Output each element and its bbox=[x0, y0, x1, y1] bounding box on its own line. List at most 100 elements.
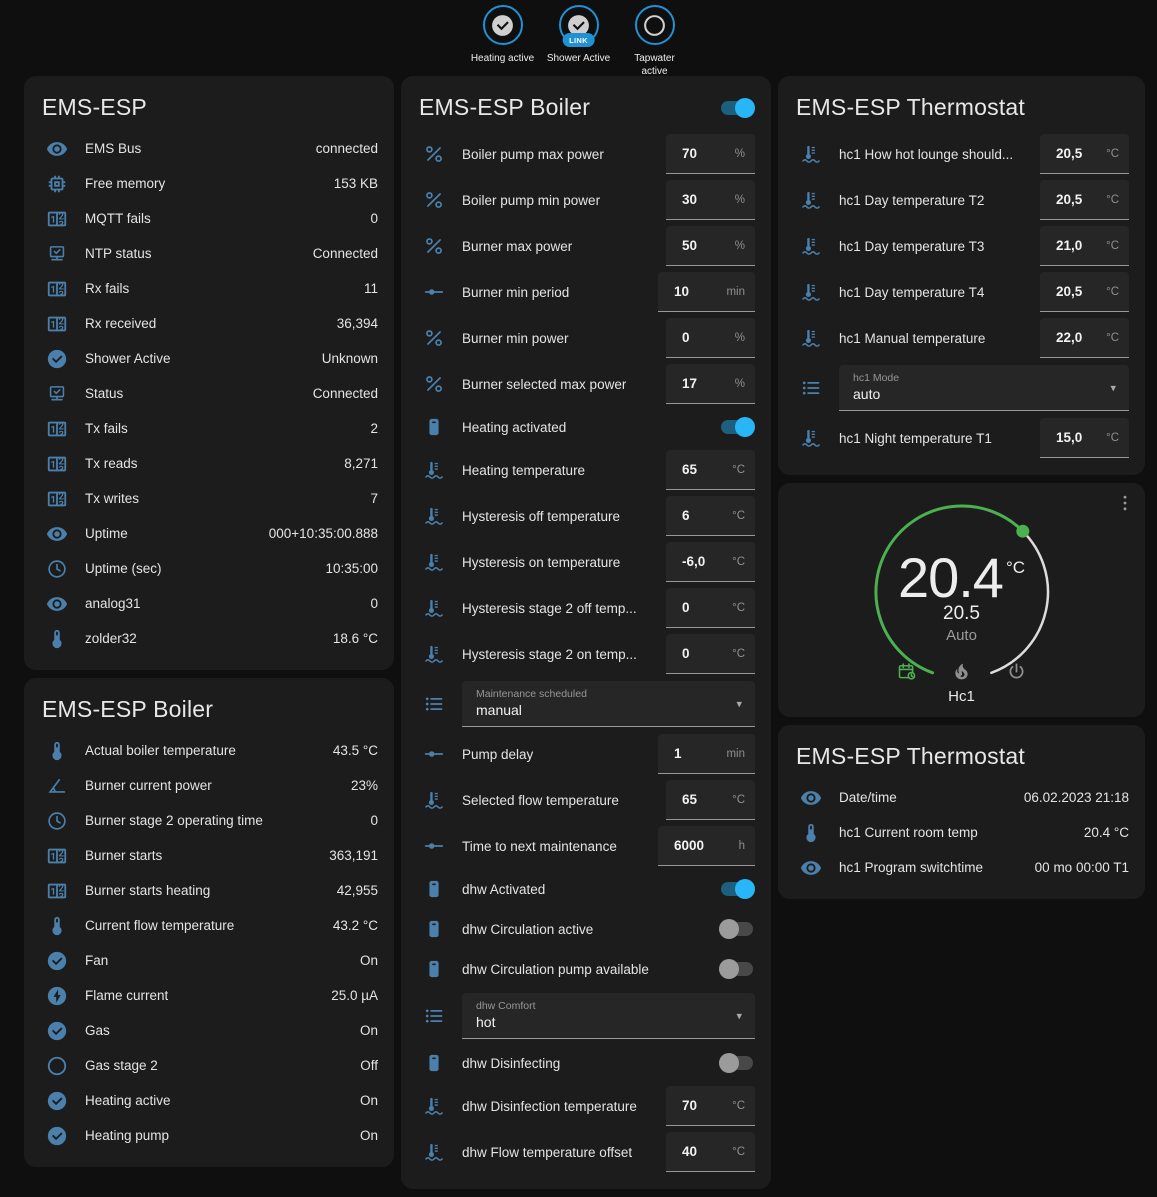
number-input-selected-flow-temperature[interactable]: 65 °C bbox=[666, 780, 755, 820]
row-rx-fails[interactable]: Rx fails 11 bbox=[40, 271, 378, 306]
toggle-dhw-circulation-pump-available[interactable] bbox=[719, 959, 755, 979]
number-input-dhw-disinfection-temperature[interactable]: 70 °C bbox=[666, 1086, 755, 1126]
number-input-hysteresis-stage-2-off-temp[interactable]: 0 °C bbox=[666, 588, 755, 628]
fire-icon[interactable] bbox=[951, 661, 972, 682]
row-dhw-disinfection-temperature[interactable]: dhw Disinfection temperature 70 °C bbox=[417, 1083, 755, 1129]
row-dhw-flow-temperature-offset[interactable]: dhw Flow temperature offset 40 °C bbox=[417, 1129, 755, 1175]
number-input-boiler-pump-max-power[interactable]: 70% bbox=[666, 134, 755, 174]
row-analog31[interactable]: analog31 0 bbox=[40, 586, 378, 621]
toggle-dhw-circulation-active[interactable] bbox=[719, 919, 755, 939]
row-actual-boiler-temperature[interactable]: Actual boiler temperature 43.5 °C bbox=[40, 733, 378, 768]
row-hc1-program-switchtime[interactable]: hc1 Program switchtime 00 mo 00:00 T1 bbox=[794, 850, 1129, 885]
row-mqtt-fails[interactable]: MQTT fails 0 bbox=[40, 201, 378, 236]
row-tx-reads[interactable]: Tx reads 8,271 bbox=[40, 446, 378, 481]
row-date-time[interactable]: Date/time 06.02.2023 21:18 bbox=[794, 780, 1129, 815]
number-input-hysteresis-on-temperature[interactable]: -6,0 °C bbox=[666, 542, 755, 582]
number-input-hc1-day-temperature-t3[interactable]: 21,0 °C bbox=[1040, 226, 1129, 266]
number-input-boiler-pump-min-power[interactable]: 30% bbox=[666, 180, 755, 220]
row-burner-current-power[interactable]: Burner current power 23% bbox=[40, 768, 378, 803]
toggle-dhw-disinfecting[interactable] bbox=[719, 1053, 755, 1073]
number-input-hc1-how-hot-lounge-should[interactable]: 20,5 °C bbox=[1040, 134, 1129, 174]
row-hc1-mode[interactable]: hc1 Mode auto ▾ bbox=[794, 361, 1129, 415]
row-maintenance-scheduled[interactable]: Maintenance scheduled manual ▾ bbox=[417, 677, 755, 731]
row-current-flow-temperature[interactable]: Current flow temperature 43.2 °C bbox=[40, 908, 378, 943]
row-pump-delay[interactable]: Pump delay 1 min bbox=[417, 731, 755, 777]
target-handle[interactable] bbox=[1015, 524, 1029, 538]
row-heating-temperature[interactable]: Heating temperature 65 °C bbox=[417, 447, 755, 493]
row-rx-received[interactable]: Rx received 36,394 bbox=[40, 306, 378, 341]
row-hc1-current-room-temp[interactable]: hc1 Current room temp 20.4 °C bbox=[794, 815, 1129, 850]
row-hc1-day-temperature-t3[interactable]: hc1 Day temperature T3 21,0 °C bbox=[794, 223, 1129, 269]
select-hc1-mode[interactable]: hc1 Mode auto ▾ bbox=[839, 365, 1129, 411]
row-free-memory[interactable]: Free memory 153 KB bbox=[40, 166, 378, 201]
toggle-dhw-activated[interactable] bbox=[719, 879, 755, 899]
number-input-heating-temperature[interactable]: 65 °C bbox=[666, 450, 755, 490]
number-input-hc1-night-temperature-t1[interactable]: 15,0 °C bbox=[1040, 418, 1129, 458]
menu-dots-icon[interactable] bbox=[1115, 493, 1135, 513]
card-toggle-switch[interactable] bbox=[719, 97, 755, 118]
power-icon[interactable] bbox=[1006, 661, 1027, 682]
badge-tapwater-active[interactable]: Tapwater active bbox=[623, 5, 687, 78]
row-time-to-next-maintenance[interactable]: Time to next maintenance 6000 h bbox=[417, 823, 755, 869]
row-hysteresis-stage-2-off-temp[interactable]: Hysteresis stage 2 off temp... 0 °C bbox=[417, 585, 755, 631]
number-input-burner-max-power[interactable]: 50% bbox=[666, 226, 755, 266]
row-heating-activated[interactable]: Heating activated bbox=[417, 407, 755, 447]
row-dhw-activated[interactable]: dhw Activated bbox=[417, 869, 755, 909]
row-hysteresis-off-temperature[interactable]: Hysteresis off temperature 6 °C bbox=[417, 493, 755, 539]
row-uptime[interactable]: Uptime 000+10:35:00.888 bbox=[40, 516, 378, 551]
row-ems-bus[interactable]: EMS Bus connected bbox=[40, 131, 378, 166]
number-input-pump-delay[interactable]: 1 min bbox=[658, 734, 755, 774]
row-dhw-comfort[interactable]: dhw Comfort hot ▾ bbox=[417, 989, 755, 1043]
number-input-burner-selected-max-power[interactable]: 17% bbox=[666, 364, 755, 404]
row-heating-pump[interactable]: Heating pump On bbox=[40, 1118, 378, 1153]
row-dhw-disinfecting[interactable]: dhw Disinfecting bbox=[417, 1043, 755, 1083]
number-input-dhw-flow-temperature-offset[interactable]: 40 °C bbox=[666, 1132, 755, 1172]
row-status[interactable]: Status Connected bbox=[40, 376, 378, 411]
row-dhw-circulation-pump-available[interactable]: dhw Circulation pump available bbox=[417, 949, 755, 989]
row-burner-selected-max-power[interactable]: Burner selected max power 17% bbox=[417, 361, 755, 407]
row-hc1-how-hot-lounge-should[interactable]: hc1 How hot lounge should... 20,5 °C bbox=[794, 131, 1129, 177]
row-hysteresis-stage-2-on-temp[interactable]: Hysteresis stage 2 on temp... 0 °C bbox=[417, 631, 755, 677]
row-tx-writes[interactable]: Tx writes 7 bbox=[40, 481, 378, 516]
toggle-heating-activated[interactable] bbox=[719, 417, 755, 437]
row-hysteresis-on-temperature[interactable]: Hysteresis on temperature -6,0 °C bbox=[417, 539, 755, 585]
row-burner-starts-heating[interactable]: Burner starts heating 42,955 bbox=[40, 873, 378, 908]
calendar-clock-icon[interactable] bbox=[896, 661, 917, 682]
number-input-hc1-day-temperature-t4[interactable]: 20,5 °C bbox=[1040, 272, 1129, 312]
row-fan[interactable]: Fan On bbox=[40, 943, 378, 978]
row-zolder32[interactable]: zolder32 18.6 °C bbox=[40, 621, 378, 656]
row-boiler-pump-max-power[interactable]: Boiler pump max power 70% bbox=[417, 131, 755, 177]
number-input-hc1-manual-temperature[interactable]: 22,0 °C bbox=[1040, 318, 1129, 358]
number-input-burner-min-power[interactable]: 0% bbox=[666, 318, 755, 358]
row-dhw-circulation-active[interactable]: dhw Circulation active bbox=[417, 909, 755, 949]
row-flame-current[interactable]: Flame current 25.0 µA bbox=[40, 978, 378, 1013]
row-ntp-status[interactable]: NTP status Connected bbox=[40, 236, 378, 271]
row-burner-max-power[interactable]: Burner max power 50% bbox=[417, 223, 755, 269]
row-hc1-manual-temperature[interactable]: hc1 Manual temperature 22,0 °C bbox=[794, 315, 1129, 361]
row-hc1-night-temperature-t1[interactable]: hc1 Night temperature T1 15,0 °C bbox=[794, 415, 1129, 461]
number-input-hc1-day-temperature-t2[interactable]: 20,5 °C bbox=[1040, 180, 1129, 220]
row-shower-active[interactable]: Shower Active Unknown bbox=[40, 341, 378, 376]
select-maintenance-scheduled[interactable]: Maintenance scheduled manual ▾ bbox=[462, 681, 755, 727]
row-boiler-pump-min-power[interactable]: Boiler pump min power 30% bbox=[417, 177, 755, 223]
number-input-time-to-next-maintenance[interactable]: 6000 h bbox=[658, 826, 755, 866]
row-burner-starts[interactable]: Burner starts 363,191 bbox=[40, 838, 378, 873]
row-burner-stage-2-operating-time[interactable]: Burner stage 2 operating time 0 bbox=[40, 803, 378, 838]
row-gas[interactable]: Gas On bbox=[40, 1013, 378, 1048]
badge-shower-active[interactable]: LINK Shower Active bbox=[547, 5, 611, 65]
row-heating-active[interactable]: Heating active On bbox=[40, 1083, 378, 1118]
number-input-burner-min-period[interactable]: 10 min bbox=[658, 272, 755, 312]
row-hc1-day-temperature-t2[interactable]: hc1 Day temperature T2 20,5 °C bbox=[794, 177, 1129, 223]
thermostat-dial[interactable]: 20.4 °C 20.5 Auto bbox=[867, 497, 1057, 687]
row-uptime-sec[interactable]: Uptime (sec) 10:35:00 bbox=[40, 551, 378, 586]
row-hc1-day-temperature-t4[interactable]: hc1 Day temperature T4 20,5 °C bbox=[794, 269, 1129, 315]
row-tx-fails[interactable]: Tx fails 2 bbox=[40, 411, 378, 446]
row-burner-min-power[interactable]: Burner min power 0% bbox=[417, 315, 755, 361]
row-selected-flow-temperature[interactable]: Selected flow temperature 65 °C bbox=[417, 777, 755, 823]
number-input-hysteresis-stage-2-on-temp[interactable]: 0 °C bbox=[666, 634, 755, 674]
select-dhw-comfort[interactable]: dhw Comfort hot ▾ bbox=[462, 993, 755, 1039]
number-input-hysteresis-off-temperature[interactable]: 6 °C bbox=[666, 496, 755, 536]
row-burner-min-period[interactable]: Burner min period 10 min bbox=[417, 269, 755, 315]
row-gas-stage-2[interactable]: Gas stage 2 Off bbox=[40, 1048, 378, 1083]
badge-heating-active[interactable]: Heating active bbox=[471, 5, 535, 65]
